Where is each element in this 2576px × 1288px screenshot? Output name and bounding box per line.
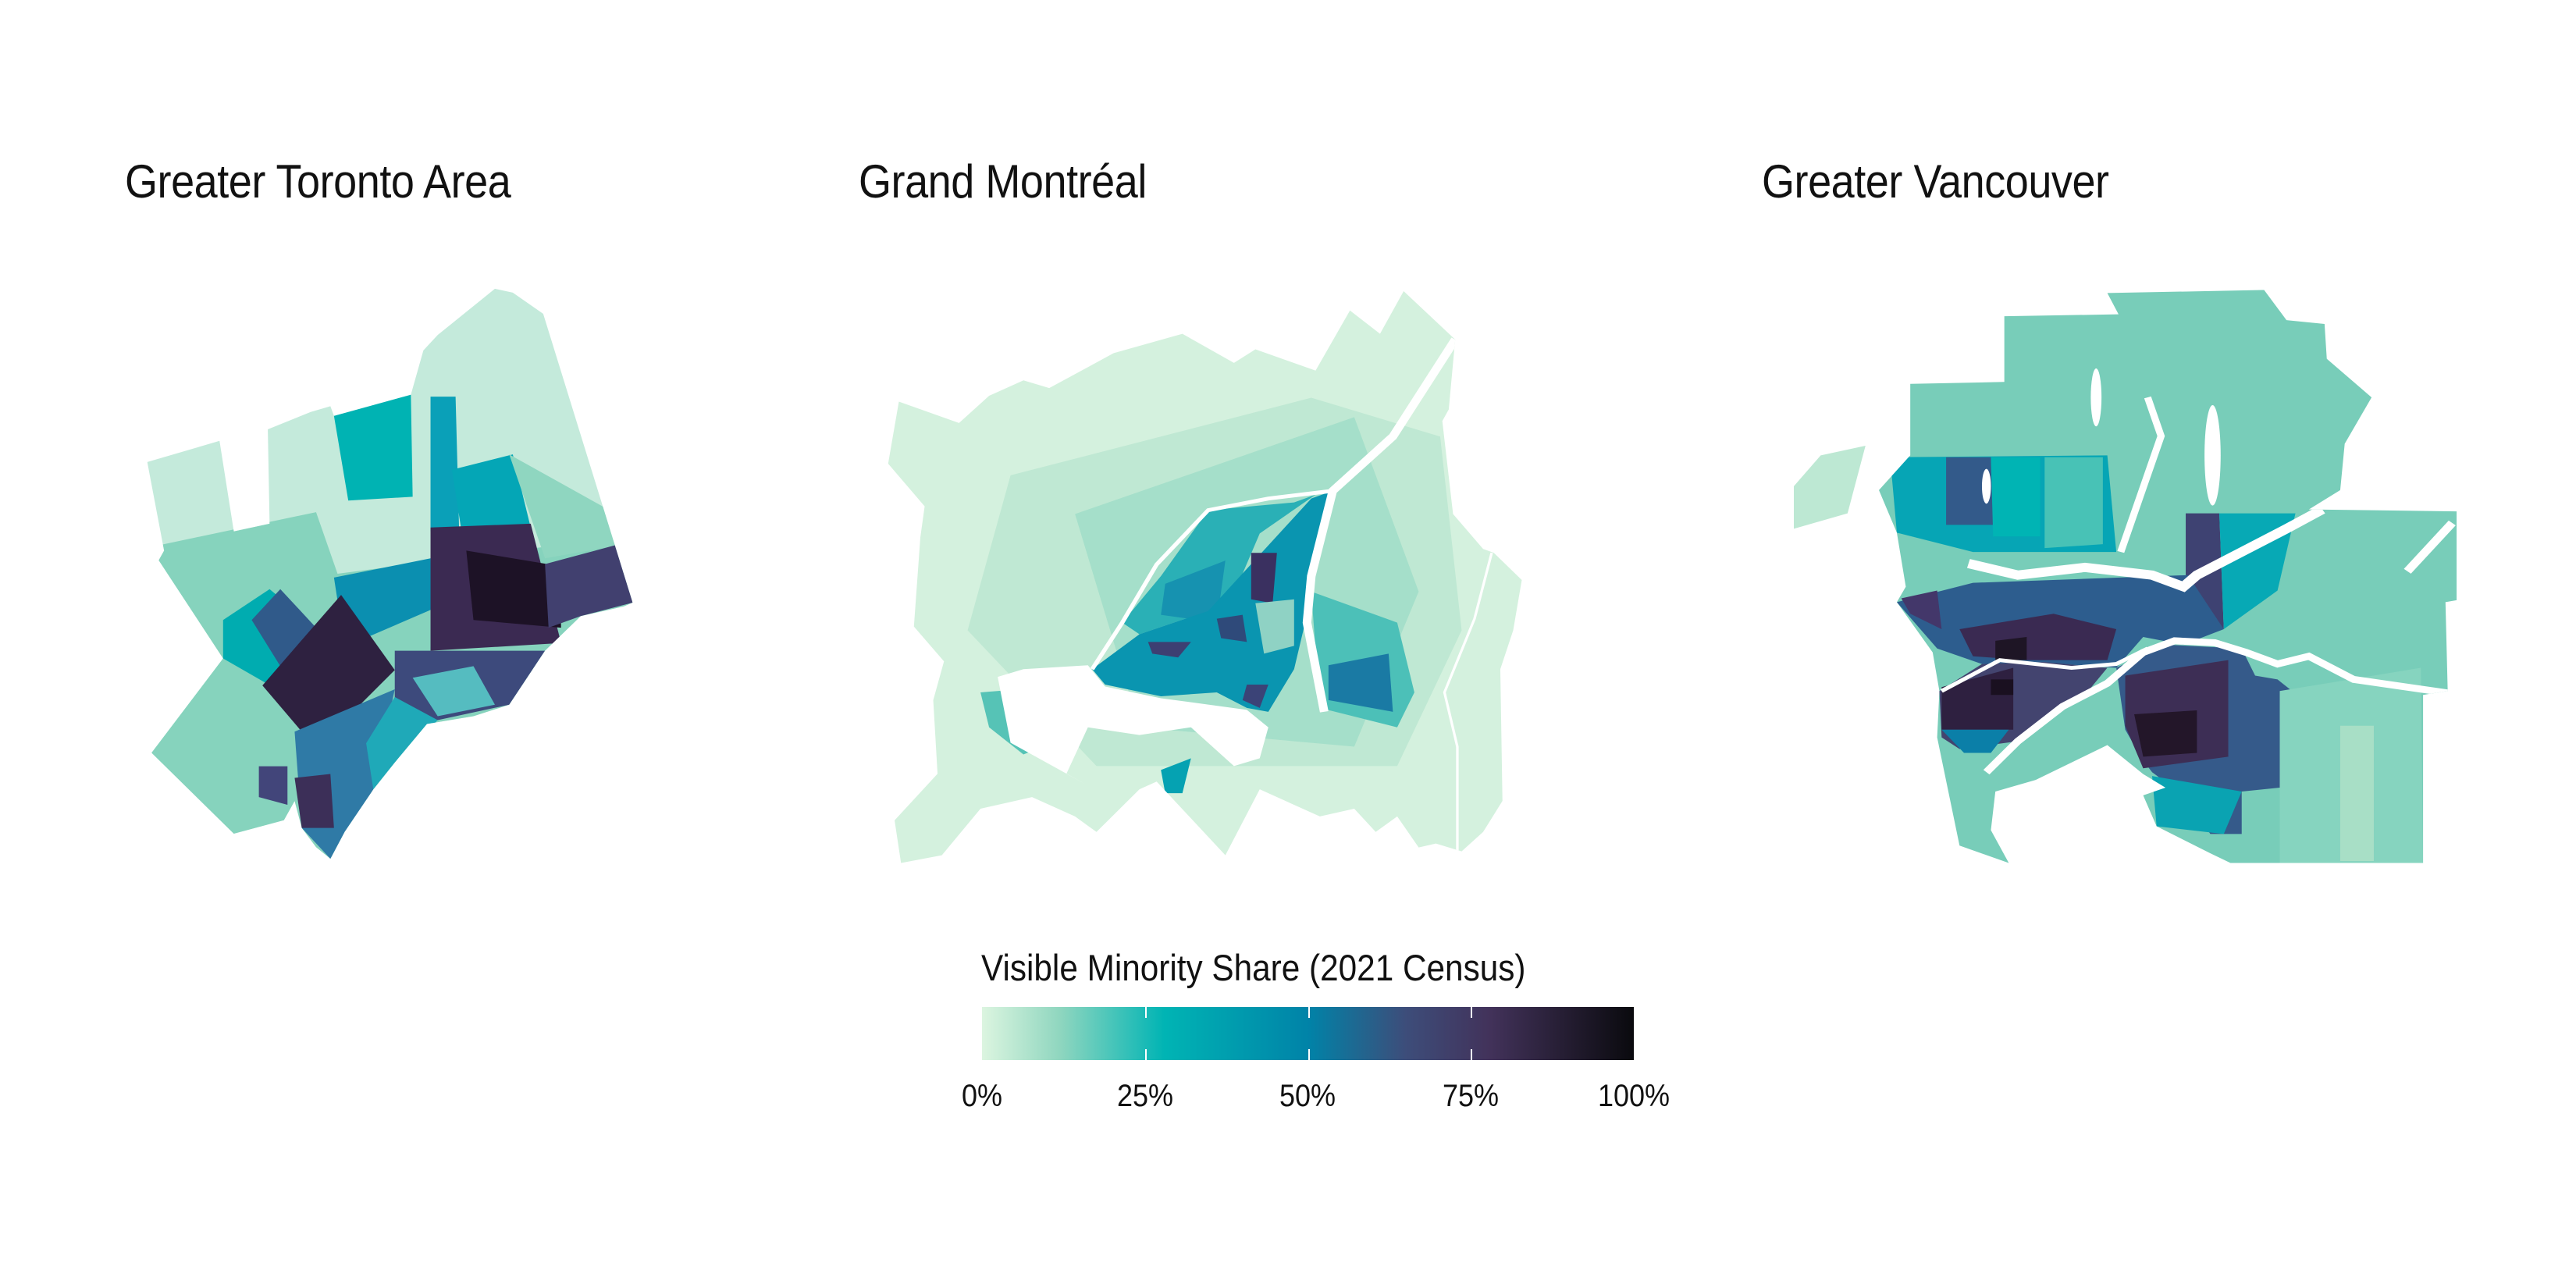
region-lasalle [1242, 685, 1268, 708]
region-south-surrey [2151, 776, 2242, 834]
region-pierrefonds [1147, 642, 1191, 658]
region-richmond-hill [430, 397, 460, 532]
region-scarborough-east [545, 543, 633, 628]
legend-title: Visible Minority Share (2021 Census) [981, 947, 1526, 988]
region-saint-laurent [1251, 553, 1277, 603]
region-richmond-centre [1991, 679, 2014, 696]
region-brossard [1328, 653, 1393, 712]
legend-tick-25 [1144, 1007, 1147, 1060]
region-caledon-east [333, 394, 413, 501]
legend-tick-75 [1471, 1007, 1473, 1060]
region-killarney [1995, 636, 2027, 660]
region-steveston [1941, 729, 2009, 753]
indian-arm [2117, 396, 2165, 553]
region-seymour [2044, 457, 2103, 549]
region-bowen-island [1794, 445, 1866, 529]
region-milton-east [251, 589, 316, 667]
region-etobicoke [366, 696, 438, 790]
region-langley-rural [2339, 725, 2374, 862]
region-markham-core [466, 550, 561, 628]
lake-stave [2403, 520, 2456, 574]
map-montreal [888, 290, 1522, 863]
river-fraser-north-arm [1940, 646, 2149, 693]
region-cote-des-neiges [1216, 614, 1247, 642]
lake-capilano [2090, 368, 2102, 427]
region-port-coquitlam [2219, 513, 2296, 630]
region-north-vancouver [1946, 457, 1994, 525]
lake-saint-louis [998, 665, 1268, 786]
legend-label-0: 0% [961, 1079, 1003, 1113]
legend-color-bar [982, 1007, 1634, 1060]
region-mississauga-west [294, 774, 334, 828]
region-pickering [509, 454, 633, 559]
region-ubc [1901, 590, 1942, 630]
river-des-prairies [1090, 489, 1333, 671]
legend-label-100: 100% [1597, 1079, 1670, 1113]
map-title-vancouver: Greater Vancouver [1762, 155, 2109, 208]
lake-pitt [2204, 404, 2221, 506]
region-downtown [412, 666, 496, 717]
river-richelieu [1443, 552, 1493, 852]
region-laval-core [1161, 560, 1226, 623]
legend-label-50: 50% [1279, 1079, 1336, 1113]
legend-label-25: 25% [1116, 1079, 1174, 1113]
region-montreal-island [1092, 490, 1333, 712]
region-oakville-north [258, 766, 288, 805]
region-brampton [262, 595, 395, 732]
region-plateau [1255, 599, 1294, 654]
burrard-inlet [1966, 505, 2325, 592]
legend-tick-50 [1308, 1007, 1310, 1060]
river-st-lawrence [1302, 337, 1459, 713]
map-title-toronto: Greater Toronto Area [125, 155, 511, 208]
region-lynn-valley [1991, 457, 2041, 537]
map-toronto [147, 288, 633, 859]
lake-reservoir [1981, 468, 1991, 504]
region-chateauguay [1161, 758, 1191, 794]
river-fraser [1983, 637, 2449, 775]
legend-label-75: 75% [1442, 1079, 1500, 1113]
map-vancouver [1794, 290, 2457, 863]
region-surrey-core [2134, 710, 2197, 757]
map-title-montreal: Grand Montréal [859, 155, 1147, 208]
